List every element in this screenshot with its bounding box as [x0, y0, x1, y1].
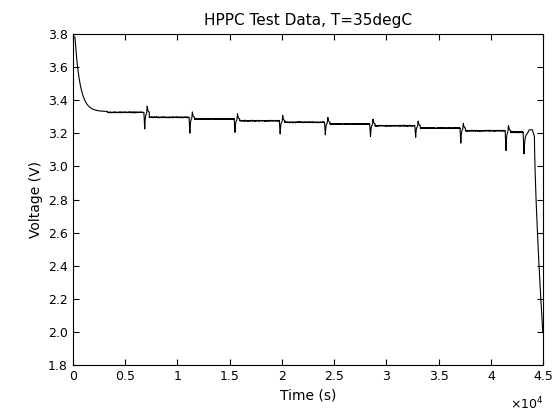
Text: $\times10^4$: $\times10^4$	[510, 396, 543, 412]
Title: HPPC Test Data, T=35degC: HPPC Test Data, T=35degC	[204, 13, 412, 28]
X-axis label: Time (s): Time (s)	[280, 389, 336, 403]
Y-axis label: Voltage (V): Voltage (V)	[29, 161, 43, 238]
